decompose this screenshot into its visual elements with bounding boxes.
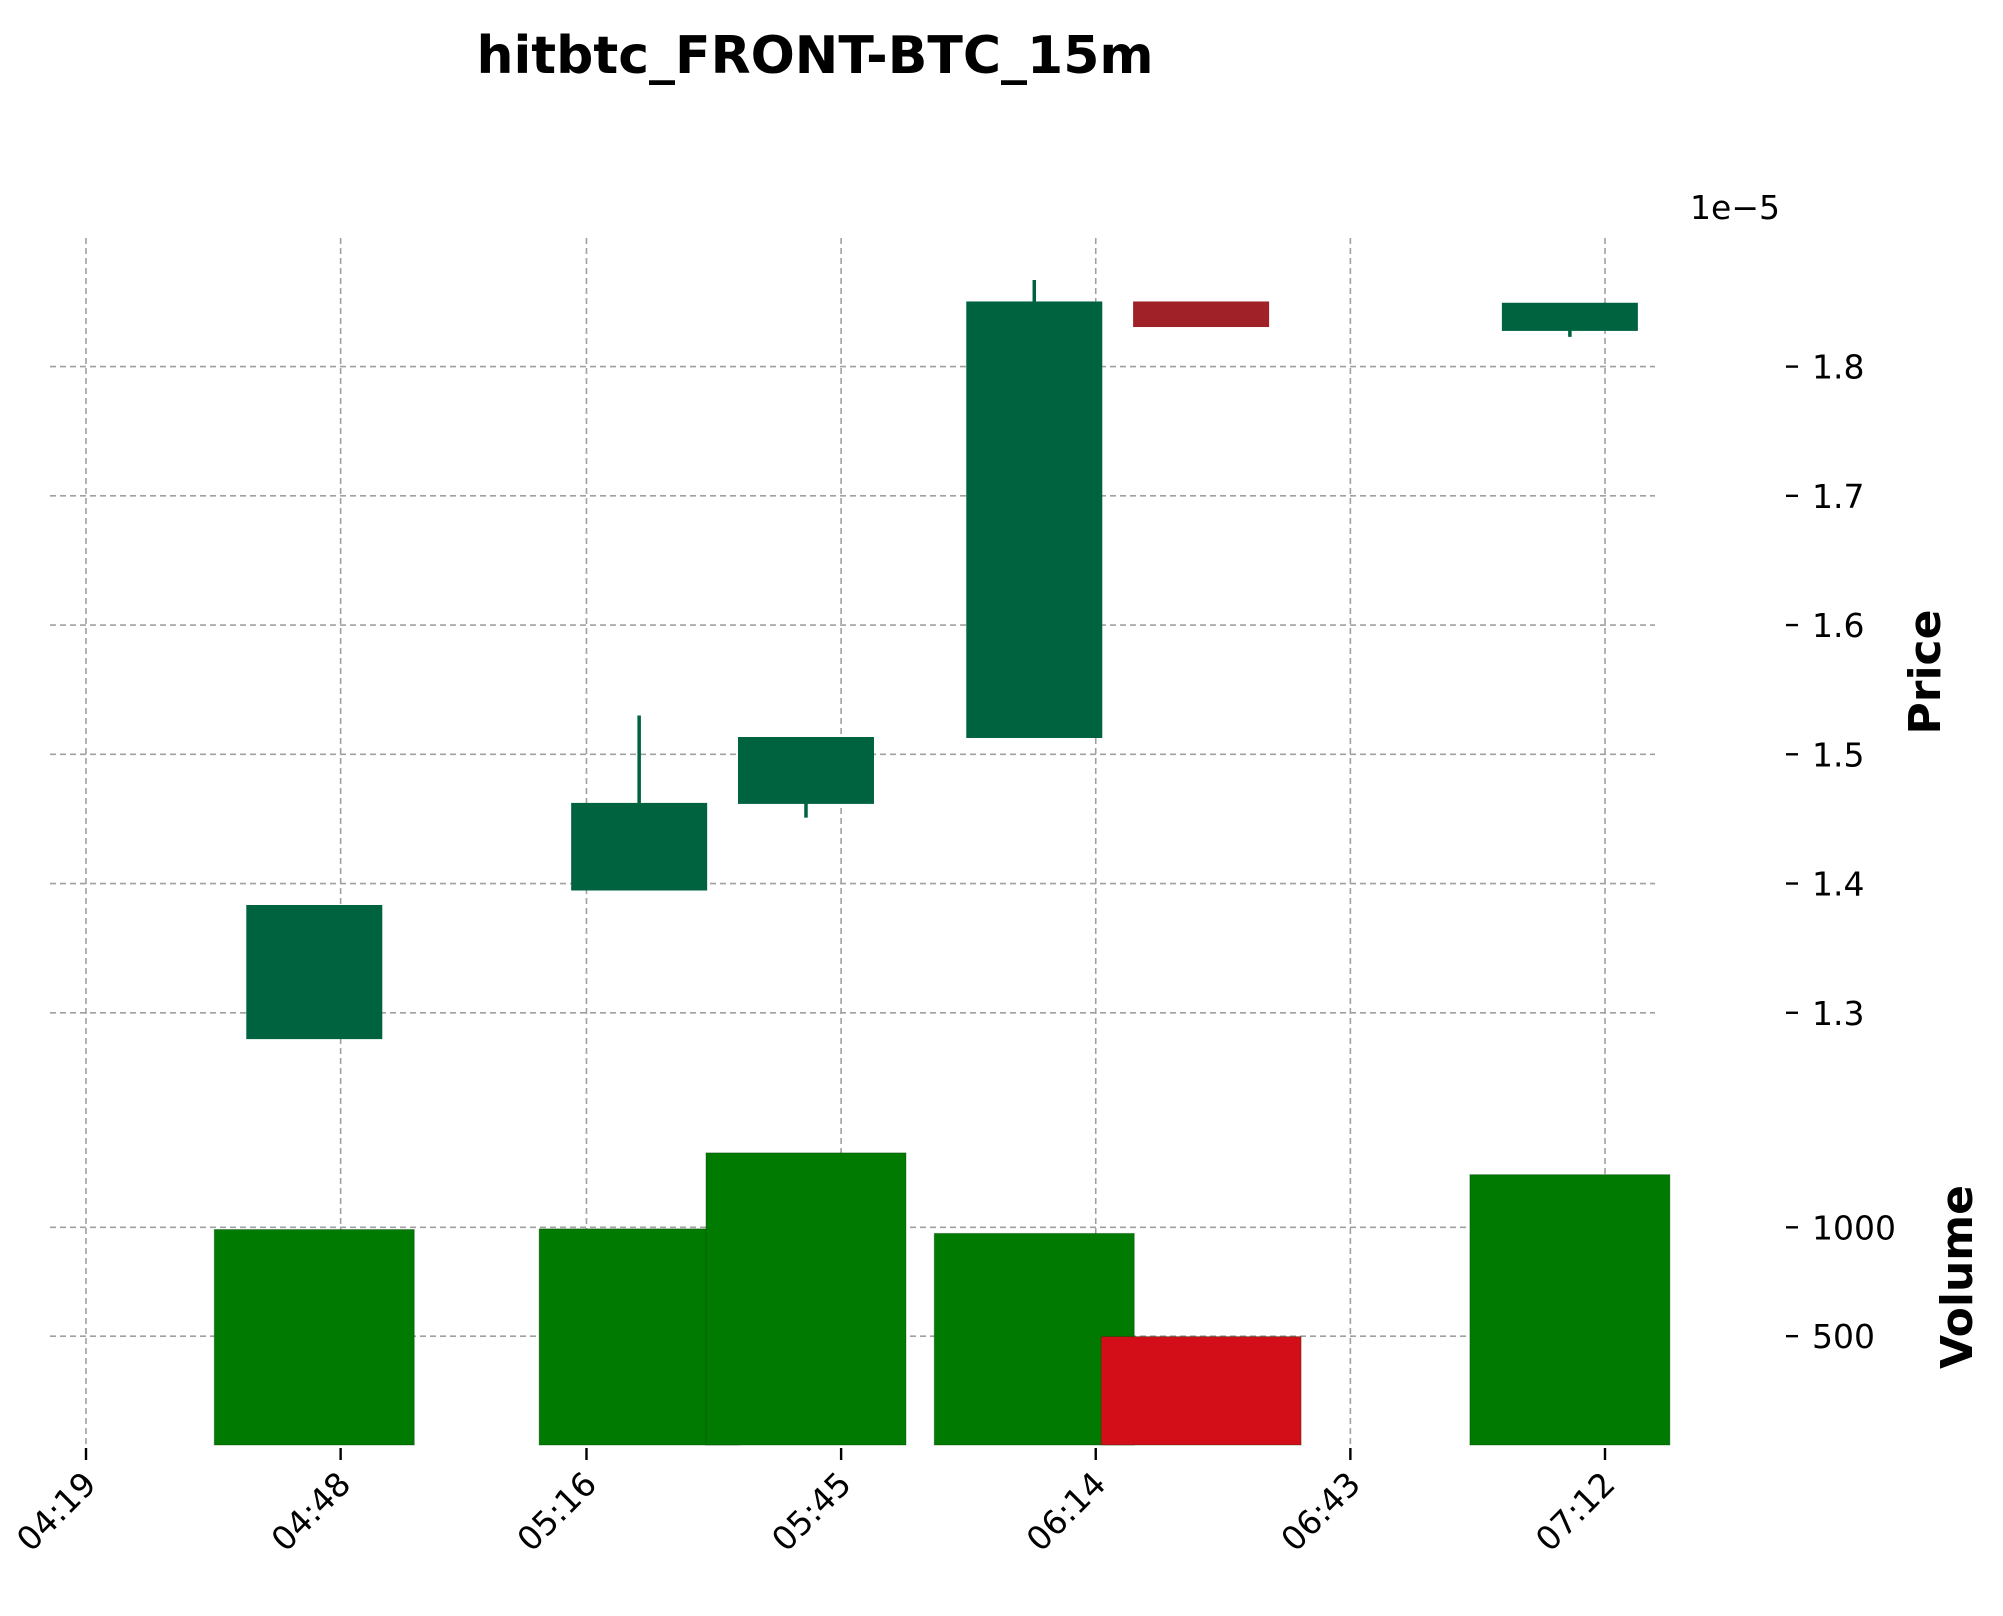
candle-body (966, 301, 1103, 738)
volume-bar (538, 1228, 740, 1446)
chart-title: hitbtc_FRONT-BTC_15m (476, 26, 1153, 86)
price-tick-label: 1.3 (1812, 994, 1864, 1033)
price-tick-label: 1.5 (1812, 735, 1864, 774)
x-tick-label: 07:12 (1528, 1464, 1623, 1559)
price-offset-text: 1e−5 (1690, 188, 1780, 227)
price-tick-label: 1.6 (1812, 606, 1864, 645)
x-tick-label: 04:48 (263, 1464, 358, 1559)
price-tick-label: 1.8 (1812, 348, 1864, 387)
x-tick-label: 04:19 (9, 1464, 104, 1559)
x-tick-label: 06:43 (1273, 1464, 1368, 1559)
x-tick-label: 05:16 (509, 1464, 604, 1559)
volume-bar (1100, 1336, 1302, 1446)
candle-body (1133, 301, 1270, 328)
volume-tick-label: 1000 (1812, 1208, 1896, 1247)
candle-body (737, 736, 874, 804)
candle-body (571, 802, 708, 891)
volume-axis-label: Volume (1932, 1185, 1983, 1369)
volume-bar (1469, 1174, 1671, 1446)
volume-bar (933, 1232, 1135, 1446)
volume-bar (705, 1152, 907, 1446)
volume-bar (213, 1229, 415, 1446)
price-axis-label: Price (1900, 610, 1951, 735)
x-tick-label: 06:14 (1019, 1464, 1114, 1559)
volume-tick-label: 500 (1812, 1317, 1875, 1356)
price-tick-label: 1.7 (1812, 477, 1864, 516)
price-tick-label: 1.4 (1812, 865, 1864, 904)
candle-body (246, 905, 383, 1040)
candle-body (1501, 302, 1638, 331)
x-tick-label: 05:45 (764, 1464, 859, 1559)
